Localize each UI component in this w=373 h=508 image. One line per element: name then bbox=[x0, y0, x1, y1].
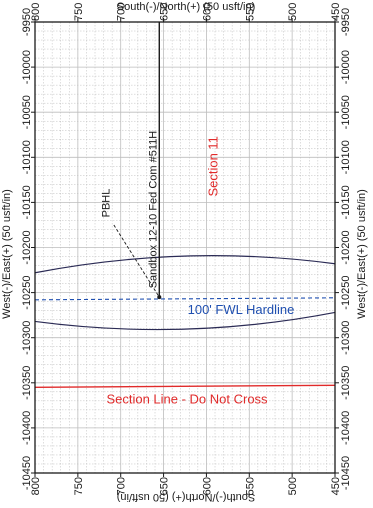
well-name-label: Sandbox 12-10 Fed Com #511H bbox=[147, 131, 159, 289]
left-tick-label: -10050 bbox=[21, 95, 33, 129]
bottom-tick-label: 500 bbox=[287, 477, 299, 495]
pbhl-marker bbox=[157, 295, 162, 300]
right-axis-title: West(-)/East(+) (50 usft/in) bbox=[356, 189, 368, 319]
top-tick-label: 750 bbox=[73, 3, 85, 21]
offset-envelope-upper-arc bbox=[34, 255, 336, 274]
bottom-tick-label: 650 bbox=[159, 477, 171, 495]
section-line-label: Section Line - Do Not Cross bbox=[106, 391, 268, 406]
right-tick-label: -10100 bbox=[340, 140, 352, 174]
features bbox=[34, 22, 336, 389]
top-tick-label: 800 bbox=[30, 3, 42, 21]
right-tick-label: -10450 bbox=[340, 456, 352, 490]
hardline bbox=[34, 297, 336, 301]
right-tick-label: -10250 bbox=[340, 275, 352, 309]
right-tick-label: -10050 bbox=[340, 95, 352, 129]
bottom-tick-label: 750 bbox=[73, 477, 85, 495]
top-tick-label: 650 bbox=[159, 3, 171, 21]
top-tick-label: 450 bbox=[330, 3, 342, 21]
offset-envelope-lower-arc bbox=[34, 311, 336, 331]
right-tick-label: -10400 bbox=[340, 411, 352, 445]
left-tick-label: -10250 bbox=[21, 275, 33, 309]
left-tick-label: -10450 bbox=[21, 456, 33, 490]
bottom-tick-label: 550 bbox=[244, 477, 256, 495]
left-tick-label: -10000 bbox=[21, 50, 33, 84]
left-axis-title: West(-)/East(+) (50 usft/in) bbox=[1, 189, 13, 319]
left-tick-label: -10200 bbox=[21, 230, 33, 264]
left-tick-label: -10350 bbox=[21, 366, 33, 400]
right-tick-label: -10000 bbox=[340, 50, 352, 84]
hardline-label: 100' FWL Hardline bbox=[188, 302, 295, 317]
right-tick-label: -10300 bbox=[340, 321, 352, 355]
section-label: Section 11 bbox=[206, 136, 221, 196]
top-tick-label: 500 bbox=[287, 3, 299, 21]
right-tick-label: -9950 bbox=[340, 8, 352, 36]
right-tick-label: -10350 bbox=[340, 366, 352, 400]
bottom-tick-label: 800 bbox=[30, 477, 42, 495]
section-line bbox=[34, 384, 336, 389]
bottom-tick-label: 600 bbox=[201, 477, 213, 495]
left-tick-label: -10100 bbox=[21, 140, 33, 174]
left-tick-label: -10300 bbox=[21, 321, 33, 355]
pbhl-leader-line bbox=[113, 224, 160, 298]
bottom-tick-label: 700 bbox=[116, 477, 128, 495]
pbhl-label: PBHL bbox=[101, 189, 113, 218]
top-tick-label: 550 bbox=[244, 3, 256, 21]
top-tick-label: 600 bbox=[201, 3, 213, 21]
right-tick-label: -10150 bbox=[340, 185, 352, 219]
left-tick-label: -9950 bbox=[21, 8, 33, 36]
top-tick-label: 700 bbox=[116, 3, 128, 21]
tick-labels: 800 800 750 750 700 700 650 650 600 600 550 550 500 5… bbox=[21, 3, 352, 496]
left-tick-label: -10150 bbox=[21, 185, 33, 219]
bottom-axis-title: South(-)/North(+) (50 usft/in) bbox=[117, 491, 255, 503]
right-tick-label: -10200 bbox=[340, 230, 352, 264]
bottom-tick-label: 450 bbox=[330, 477, 342, 495]
top-axis-title: South(-)/North(+) (50 usft/in) bbox=[117, 1, 255, 13]
left-tick-label: -10400 bbox=[21, 411, 33, 445]
